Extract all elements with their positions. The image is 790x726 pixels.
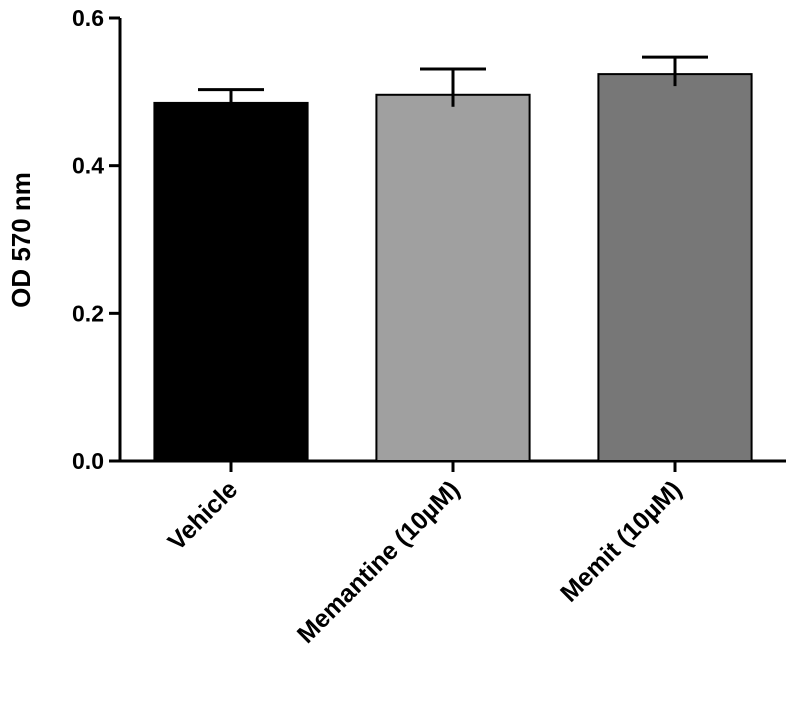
bar [597, 73, 753, 462]
y-tick-label: 0.0 [72, 448, 104, 474]
y-tick-label: 0.4 [72, 153, 104, 179]
bar [153, 101, 309, 463]
x-tick-label: Vehicle [163, 475, 244, 556]
bar [375, 93, 531, 463]
x-tick-label: Memit (10µM) [555, 475, 687, 607]
y-tick-label: 0.2 [72, 300, 104, 326]
y-axis-label: OD 570 nm [6, 172, 36, 308]
x-tick-label: Memantine (10µM) [292, 475, 465, 648]
y-tick-label: 0.6 [72, 5, 104, 31]
